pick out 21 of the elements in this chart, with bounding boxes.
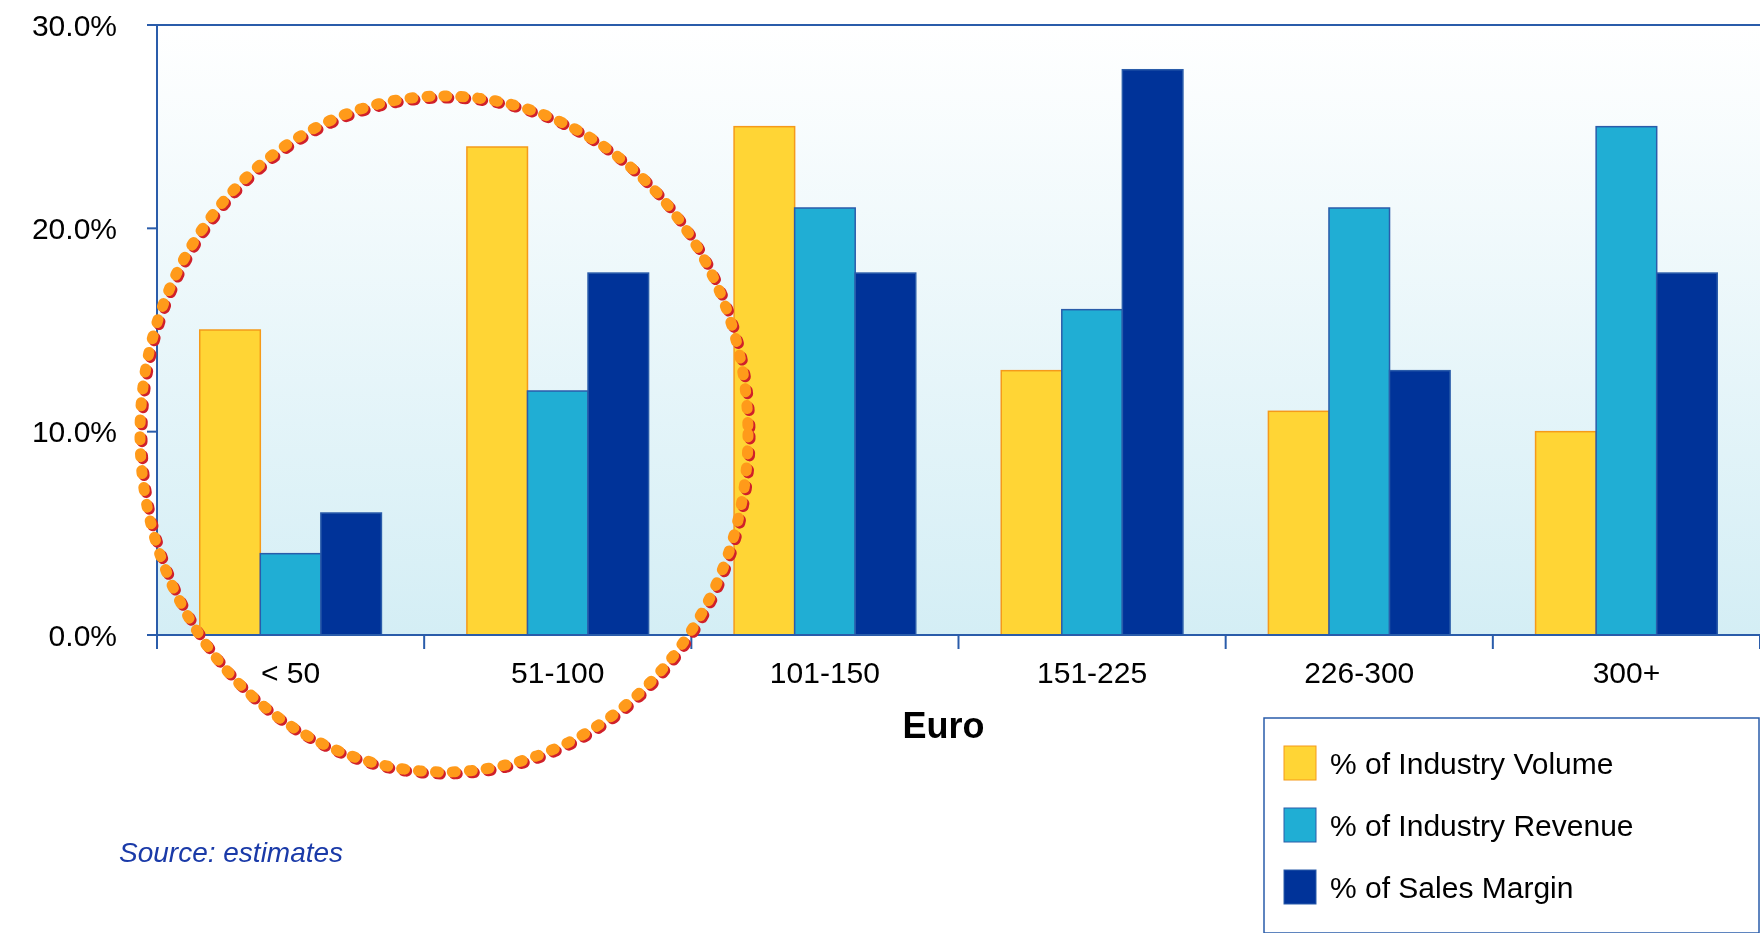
x-tick-label: 300+ — [1592, 656, 1661, 689]
legend-label: % of Sales Margin — [1330, 870, 1574, 904]
x-tick-label: 101-150 — [769, 656, 880, 689]
y-tick-label: 10.0% — [31, 415, 117, 449]
y-tick-label: 20.0% — [31, 211, 117, 245]
y-tick-label: 0.0% — [48, 618, 117, 652]
x-tick-label: 226-300 — [1304, 656, 1415, 689]
bar — [199, 329, 262, 636]
x-tick-label: 51-100 — [511, 656, 605, 689]
bar — [1000, 369, 1063, 636]
x-tick-label: < 50 — [260, 656, 321, 689]
bar — [733, 125, 796, 636]
y-tick-label: 30.0% — [31, 8, 117, 42]
legend-label: % of Industry Revenue — [1330, 808, 1634, 842]
bar — [1534, 430, 1597, 636]
bar — [1267, 410, 1330, 636]
x-axis-title: Euro — [902, 705, 985, 746]
x-tick-label: 151-225 — [1037, 656, 1148, 689]
source-note: Source: estimates — [119, 837, 344, 868]
bar — [466, 146, 529, 636]
legend-label: % of Industry Volume — [1330, 746, 1614, 780]
